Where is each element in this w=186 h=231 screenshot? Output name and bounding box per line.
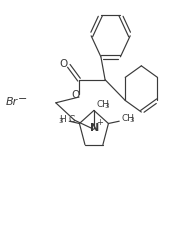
Text: O: O [72, 90, 80, 100]
Text: CH: CH [96, 100, 109, 109]
Text: O: O [59, 59, 67, 69]
Text: C: C [68, 115, 75, 124]
Text: CH: CH [121, 114, 134, 123]
Text: Br: Br [6, 97, 18, 107]
Text: +: + [96, 119, 102, 127]
Text: −: − [18, 94, 27, 104]
Text: 3: 3 [104, 103, 109, 109]
Text: N: N [90, 123, 100, 133]
Text: H: H [59, 115, 65, 124]
Text: 3: 3 [59, 118, 63, 124]
Text: 3: 3 [129, 117, 134, 123]
